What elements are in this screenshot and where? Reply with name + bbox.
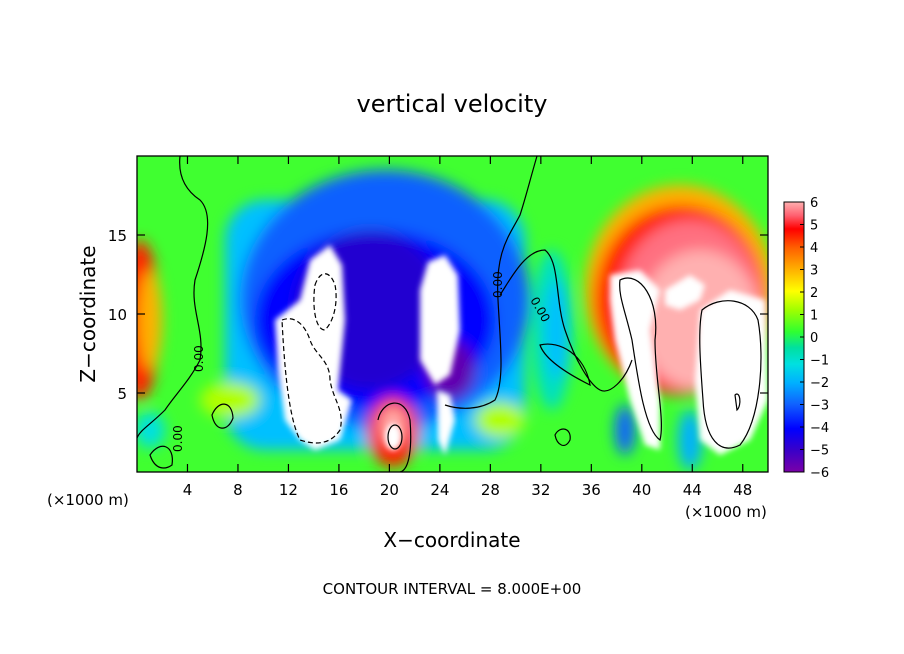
x-tick-label: 32: [531, 481, 550, 499]
x-tick-label: 24: [430, 481, 449, 499]
x-tick-label: 44: [683, 481, 702, 499]
colorbar-tick-label: 6: [810, 196, 818, 211]
white-saturation-regions: [275, 245, 768, 455]
colorbar-tick-label: −2: [810, 376, 829, 391]
colorbar-tick-label: 0: [810, 331, 818, 346]
contour-label: 0.00: [171, 425, 185, 452]
x-axis-ticks: 4 8 12 16 20 24 28 32 36 40 44 48: [183, 156, 752, 499]
colorbar-tick-label: −4: [810, 421, 829, 436]
colorbar-tick-label: −6: [810, 466, 829, 481]
y-tick-label: 10: [108, 306, 127, 324]
colorbar-tick-label: 3: [810, 264, 818, 279]
chart-title: vertical velocity: [357, 90, 548, 118]
y-tick-label: 5: [117, 385, 127, 403]
colorbar-tick-label: 5: [810, 219, 818, 234]
contour-lines: [137, 156, 762, 472]
contour-interval-note: CONTOUR INTERVAL = 8.000E+00: [323, 580, 582, 598]
heatmap-field: 0.00 0.00 0.00 0.00: [137, 156, 768, 472]
contour-label: 0.00: [491, 271, 505, 298]
colorbar-tick-label: −5: [810, 444, 829, 459]
x-tick-label: 8: [233, 481, 243, 499]
y-tick-label: 15: [108, 227, 127, 245]
x-tick-label: 28: [481, 481, 500, 499]
x-tick-label: 20: [380, 481, 399, 499]
x-unit-label-right: (×1000 m): [685, 503, 767, 521]
x-tick-label: 4: [183, 481, 193, 499]
y-axis-title: Z−coordinate: [76, 245, 100, 382]
colorbar: 6 5 4 3 2 1 0 −1 −2 −3 −4 −5 −6: [783, 196, 829, 481]
x-axis-title: X−coordinate: [383, 528, 520, 552]
x-tick-label: 12: [279, 481, 298, 499]
colorbar-tick-label: 1: [810, 309, 818, 324]
colorbar-tick-label: 4: [810, 241, 818, 256]
contour-label: 0.00: [192, 345, 206, 372]
x-tick-label: 40: [632, 481, 651, 499]
colorbar-tick-label: −1: [810, 354, 829, 369]
y-axis-ticks: 5 10 15: [108, 227, 768, 403]
x-unit-label-left: (×1000 m): [47, 491, 129, 509]
colorbar-tick-label: 2: [810, 286, 818, 301]
colorbar-ticks: 6 5 4 3 2 1 0 −1 −2 −3 −4 −5 −6: [800, 196, 829, 481]
x-tick-label: 48: [733, 481, 752, 499]
x-tick-label: 36: [582, 481, 601, 499]
colorbar-tick-label: −3: [810, 399, 829, 414]
x-tick-label: 16: [329, 481, 348, 499]
